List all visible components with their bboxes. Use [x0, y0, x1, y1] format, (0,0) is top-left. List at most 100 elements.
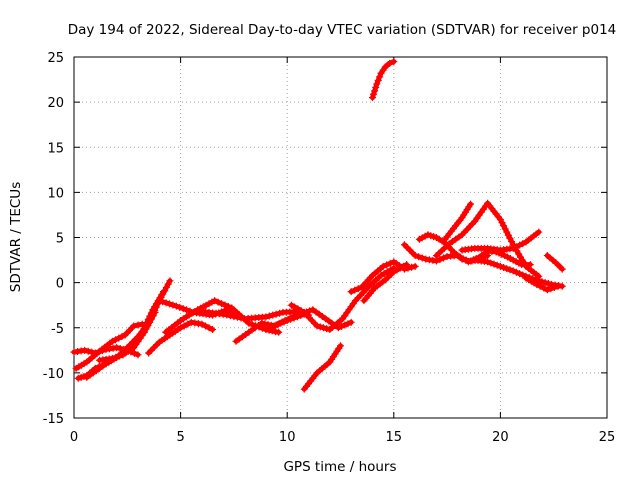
data-point: [180, 322, 188, 330]
data-point: [436, 255, 444, 263]
series-arc-21: [458, 228, 543, 254]
data-point: [306, 307, 314, 315]
data-point: [347, 318, 355, 326]
data-point: [535, 228, 543, 236]
data-point: [440, 254, 448, 262]
data-point: [179, 305, 187, 313]
data-point: [233, 313, 241, 321]
data-point: [169, 301, 177, 309]
data-point: [370, 90, 378, 98]
data-point: [219, 310, 227, 318]
data-point: [538, 278, 546, 286]
plot-frame: [73, 56, 608, 419]
data-point: [224, 302, 232, 310]
data-point: [187, 318, 195, 326]
data-point: [109, 344, 117, 352]
y-tick-label: 10: [47, 186, 64, 201]
data-point: [209, 326, 217, 334]
data-point: [418, 254, 426, 262]
data-point: [269, 322, 277, 330]
data-point: [508, 238, 516, 246]
x-tick-label: 20: [492, 430, 509, 445]
data-point: [134, 351, 142, 359]
data-point: [386, 59, 394, 67]
data-point: [411, 252, 419, 260]
data-point: [258, 319, 266, 327]
y-tick-label: 20: [47, 96, 64, 111]
data-point: [533, 280, 541, 288]
series-arc-5: [96, 308, 159, 364]
data-point: [211, 297, 219, 305]
y-tick-label: 15: [47, 141, 64, 156]
data-point: [506, 266, 514, 274]
data-point: [390, 58, 398, 66]
data-point: [160, 288, 168, 296]
data-point: [415, 253, 423, 261]
data-point: [313, 322, 321, 330]
data-point: [429, 256, 437, 264]
x-tick-label: 15: [386, 430, 403, 445]
chart-title: Day 194 of 2022, Sidereal Day-to-day VTE…: [68, 22, 617, 38]
data-point: [379, 262, 387, 270]
data-point: [341, 321, 349, 329]
y-tick-label: -15: [43, 412, 64, 427]
data-point: [151, 308, 159, 316]
data-point: [338, 322, 346, 330]
data-point: [550, 283, 558, 291]
data-point: [500, 222, 508, 230]
data-point: [130, 322, 138, 330]
data-point: [543, 286, 551, 294]
data-point: [372, 83, 380, 91]
series-arc-3: [74, 277, 174, 382]
data-point: [536, 282, 544, 290]
data-point: [108, 337, 116, 345]
data-point: [113, 344, 121, 352]
data-point: [271, 328, 279, 336]
data-point: [134, 321, 142, 329]
data-point: [262, 326, 270, 334]
y-tick-label: -10: [43, 367, 64, 382]
data-point: [403, 261, 411, 269]
data-point: [509, 267, 517, 275]
data-point: [516, 270, 524, 278]
data-point: [183, 306, 191, 314]
data-point: [201, 322, 209, 330]
data-point: [265, 312, 273, 320]
data-point: [493, 261, 501, 269]
data-point: [130, 349, 138, 357]
data-point: [554, 282, 562, 290]
data-point: [166, 277, 174, 285]
data-point: [115, 352, 123, 360]
data-point: [558, 265, 566, 273]
data-point: [500, 264, 508, 272]
data-point: [184, 320, 192, 328]
data-point: [266, 324, 274, 332]
data-point: [503, 228, 511, 236]
data-point: [319, 324, 327, 332]
series-arc-16: [368, 58, 398, 102]
data-point: [281, 317, 289, 325]
data-point: [177, 324, 185, 332]
grid: [74, 57, 607, 418]
data-point: [159, 298, 167, 306]
data-point: [278, 318, 286, 326]
data-point: [290, 313, 298, 321]
data-point: [74, 348, 82, 356]
data-point: [509, 244, 517, 252]
data-point: [287, 314, 295, 322]
data-point: [221, 301, 229, 309]
data-point: [218, 300, 226, 308]
data-point: [501, 225, 509, 233]
data-point: [344, 320, 352, 328]
data-point: [503, 265, 511, 273]
data-point: [386, 259, 394, 267]
data-point: [490, 260, 498, 268]
data-point: [547, 285, 555, 293]
data-point: [512, 268, 520, 276]
data-point: [198, 320, 206, 328]
data-point: [275, 328, 283, 336]
series-arc-12: [287, 264, 398, 334]
data-point: [70, 348, 78, 356]
series-arc-23: [522, 274, 562, 294]
data-series: [70, 58, 566, 393]
